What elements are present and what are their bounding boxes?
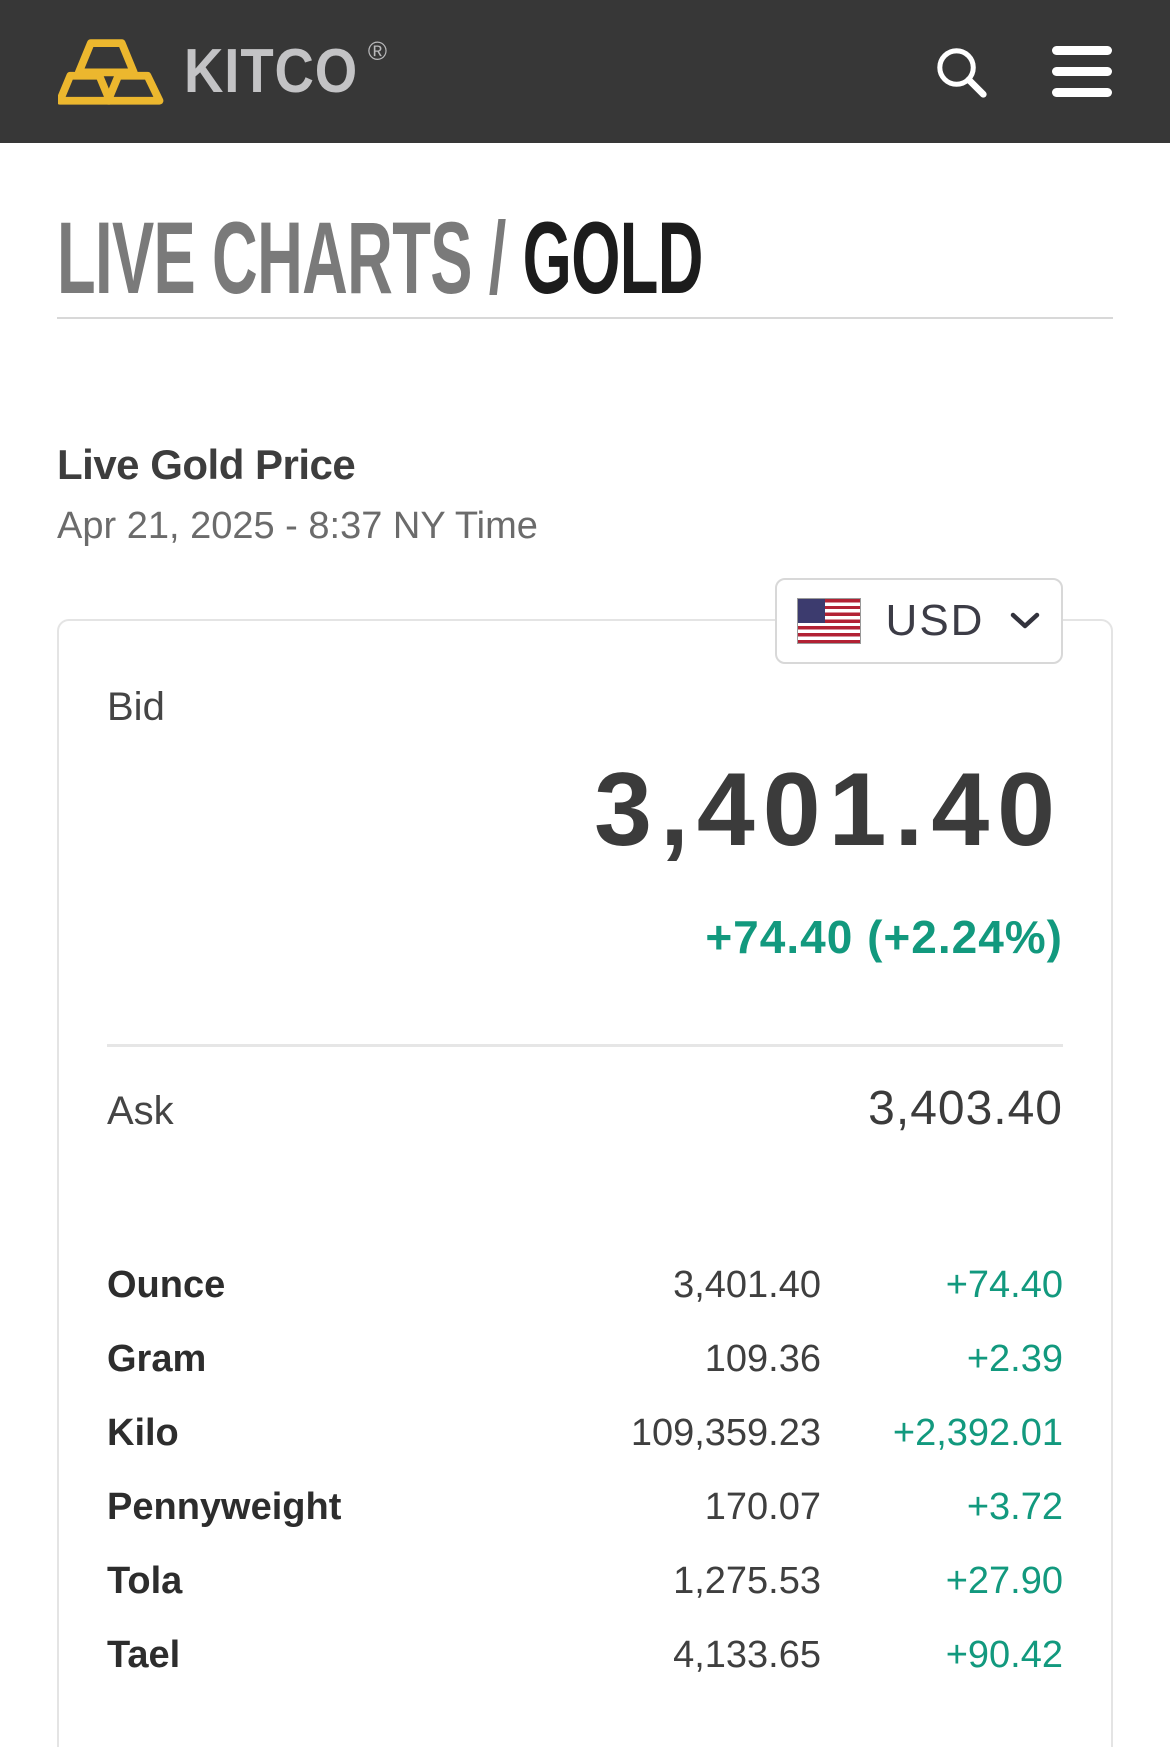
chevron-down-icon xyxy=(1011,612,1040,629)
unit-change: +74.40 xyxy=(945,1264,1063,1306)
kitco-logo[interactable]: KITCO ® xyxy=(58,36,387,107)
price-card: Bid 3,401.40 +74.40 (+2.24%) Ask 3,403.4… xyxy=(57,619,1113,1747)
unit-label: Ounce xyxy=(107,1264,226,1306)
ask-label: Ask xyxy=(107,1089,174,1133)
unit-change: +2.39 xyxy=(966,1338,1063,1380)
menu-icon[interactable] xyxy=(1052,46,1112,97)
bid-value: 3,401.40 xyxy=(594,752,1063,868)
card-divider xyxy=(107,1044,1063,1047)
live-price-title: Live Gold Price xyxy=(57,441,356,488)
unit-change: +2,392.01 xyxy=(892,1412,1063,1454)
unit-row: Tael 4,133.65 +90.42 xyxy=(107,1634,1063,1677)
currency-dropdown[interactable]: USD xyxy=(775,578,1063,664)
unit-row: Tola 1,275.53 +27.90 xyxy=(107,1560,1063,1603)
heading-divider xyxy=(57,317,1113,319)
unit-row: Ounce 3,401.40 +74.40 xyxy=(107,1264,1063,1307)
unit-value: 109,359.23 xyxy=(630,1412,821,1454)
search-icon[interactable] xyxy=(932,43,990,101)
gold-bars-icon xyxy=(58,39,164,105)
unit-value: 3,401.40 xyxy=(673,1264,821,1306)
breadcrumb: LIVE CHARTS / xyxy=(57,201,523,315)
registered-mark: ® xyxy=(367,36,388,66)
page-heading: LIVE CHARTS / GOLD xyxy=(57,207,712,309)
unit-row: Gram 109.36 +2.39 xyxy=(107,1338,1063,1381)
unit-label: Kilo xyxy=(107,1412,179,1454)
unit-change: +27.90 xyxy=(945,1560,1063,1602)
unit-label: Tael xyxy=(107,1634,181,1676)
unit-label: Tola xyxy=(107,1560,183,1602)
unit-value: 170.07 xyxy=(704,1486,821,1528)
us-flag-icon xyxy=(797,599,860,643)
unit-label: Pennyweight xyxy=(107,1486,342,1528)
brand-name: KITCO xyxy=(184,37,359,106)
app-header: KITCO ® xyxy=(0,0,1170,143)
currency-selected: USD xyxy=(885,596,985,645)
unit-row: Kilo 109,359.23 +2,392.01 xyxy=(107,1412,1063,1455)
breadcrumb-current: GOLD xyxy=(522,201,704,315)
ask-value: 3,403.40 xyxy=(868,1082,1063,1135)
unit-value: 4,133.65 xyxy=(673,1634,821,1676)
unit-value: 1,275.53 xyxy=(673,1560,821,1602)
price-timestamp: Apr 21, 2025 - 8:37 NY Time xyxy=(57,505,538,547)
unit-label: Gram xyxy=(107,1338,207,1380)
unit-price-table: Ounce 3,401.40 +74.40 Gram 109.36 +2.39 … xyxy=(107,1264,1063,1677)
ask-row: Ask 3,403.40 xyxy=(107,1081,1063,1136)
unit-row: Pennyweight 170.07 +3.72 xyxy=(107,1486,1063,1529)
unit-change: +90.42 xyxy=(945,1634,1063,1676)
unit-value: 109.36 xyxy=(704,1338,821,1380)
bid-label: Bid xyxy=(107,685,165,729)
bid-change: +74.40 (+2.24%) xyxy=(705,911,1063,963)
main-content: LIVE CHARTS / GOLD Live Gold Price Apr 2… xyxy=(0,207,1170,1747)
unit-change: +3.72 xyxy=(966,1486,1063,1528)
